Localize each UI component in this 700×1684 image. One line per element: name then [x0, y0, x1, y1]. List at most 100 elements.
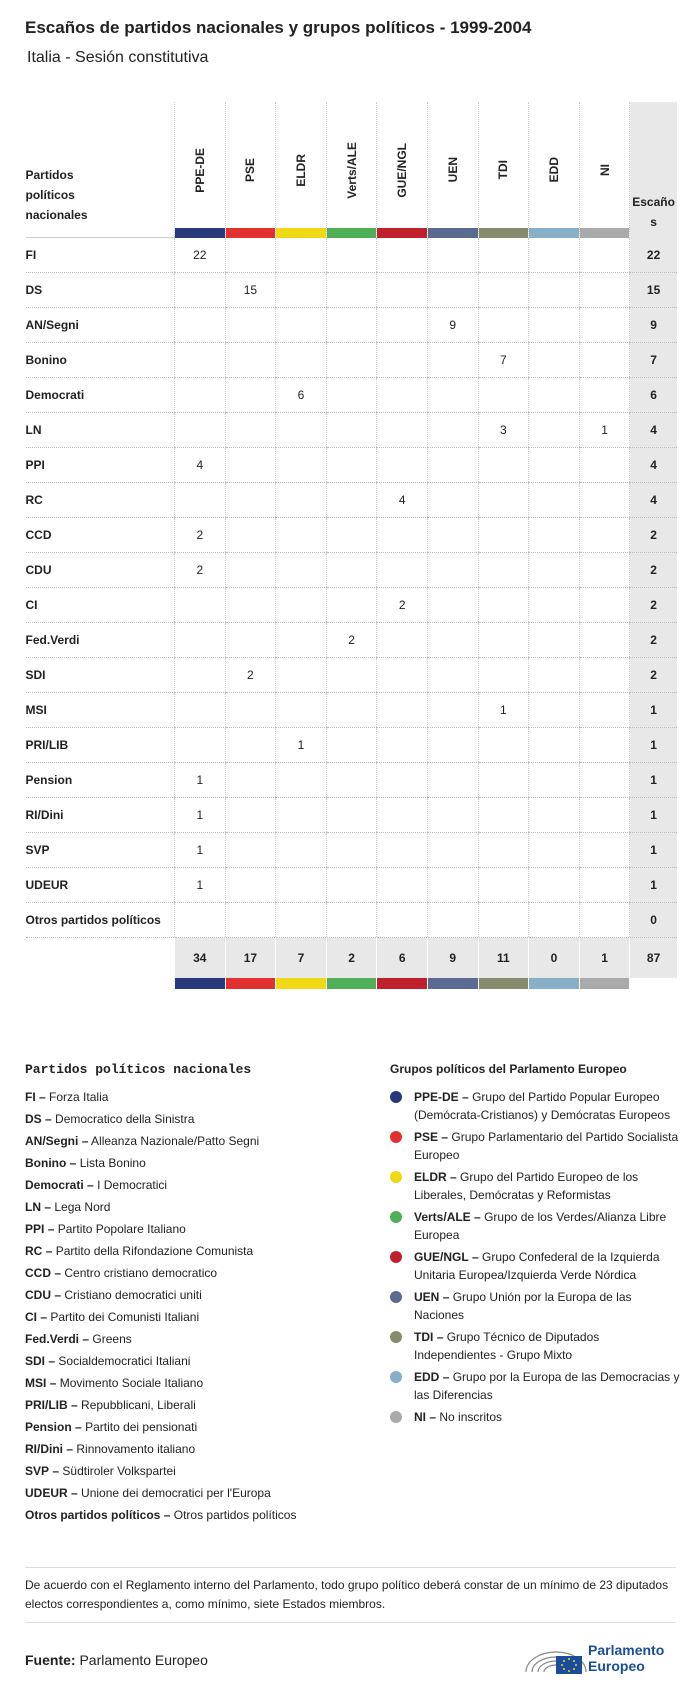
seat-cell [275, 237, 327, 273]
group-abbr: ELDR [414, 1170, 447, 1184]
group-legend: Grupos políticos del Parlamento Europeo … [390, 1062, 680, 1448]
party-name: SDI [25, 657, 175, 693]
party-row: DS 15 15 [25, 272, 677, 308]
seat-cell [528, 307, 580, 343]
seat-cell [376, 762, 428, 798]
seat-cell [578, 517, 630, 553]
seat-cell [477, 482, 529, 518]
party-abbr: DS [25, 1112, 42, 1126]
seat-cell [224, 727, 276, 763]
separator: – [39, 1090, 46, 1104]
group-legend-item: GUE/NGL – Grupo Confederal de la Izquier… [390, 1248, 680, 1284]
party-row: Bonino 7 7 [25, 342, 677, 378]
group-color-bar [477, 978, 529, 989]
separator: – [81, 1134, 89, 1148]
party-row: PRI/LIB 1 1 [25, 727, 677, 763]
separator: – [69, 1156, 77, 1170]
seat-cell [224, 692, 276, 728]
seat-cell [578, 447, 630, 483]
seat-cell [325, 867, 377, 903]
group-header: NI [578, 102, 630, 238]
group-total: 2 [325, 937, 377, 978]
seat-cell [224, 552, 276, 588]
party-row: Otros partidos políticos 0 [25, 902, 677, 938]
seat-cell: 2 [224, 657, 276, 693]
seat-cell [376, 657, 428, 693]
group-name: PPE-DE [192, 147, 207, 193]
party-row: CCD 2 2 [25, 517, 677, 553]
color-bar-row [25, 978, 677, 989]
group-name-box: PPE-DE [175, 130, 225, 210]
seat-cell: 4 [376, 482, 428, 518]
row-total: 1 [629, 832, 677, 868]
party-abbr: FI [25, 1090, 36, 1104]
seat-cell [528, 692, 580, 728]
separator: – [472, 1250, 479, 1264]
group-name-box: Verts/ALE [327, 130, 377, 210]
seat-cell [224, 237, 276, 273]
seat-cell [426, 622, 479, 658]
seat-cell: 7 [477, 342, 529, 378]
party-legend-item: Pension – Partito dei pensionati [25, 1416, 365, 1438]
row-total: 15 [629, 272, 677, 308]
seat-cell [477, 622, 529, 658]
separator: – [52, 1464, 60, 1478]
seat-cell [477, 657, 529, 693]
party-full-name: Partito dei Comunisti Italiani [50, 1310, 200, 1324]
party-name: CI [25, 587, 175, 623]
party-name: MSI [25, 692, 175, 728]
seat-cell [426, 727, 479, 763]
seat-cell [224, 482, 276, 518]
party-legend-item: CDU – Cristiano democratici uniti [25, 1284, 365, 1306]
group-name: NI [597, 164, 612, 176]
group-abbr: GUE/NGL [414, 1250, 469, 1264]
group-color-bar [325, 978, 377, 989]
seat-cell [275, 797, 327, 833]
group-header: ELDR [275, 102, 327, 238]
party-name: Pension [25, 762, 175, 798]
group-legend-item: UEN – Grupo Unión por la Europa de las N… [390, 1288, 680, 1324]
group-name: EDD [546, 157, 561, 183]
group-full-name: Grupo Confederal de la Izquierda Unitari… [414, 1250, 660, 1282]
separator: – [44, 1200, 52, 1214]
group-color-bar [376, 978, 428, 989]
seat-cell: 1 [174, 762, 226, 798]
seat-cell [477, 307, 529, 343]
group-name-box: UEN [428, 130, 478, 210]
party-abbr: SDI [25, 1354, 46, 1368]
grand-total: 87 [629, 937, 677, 978]
party-name: RC [25, 482, 175, 518]
separator: – [87, 1178, 94, 1192]
seat-cell [174, 342, 226, 378]
row-total: 2 [629, 552, 677, 588]
seat-cell [578, 727, 630, 763]
seat-cell [376, 727, 428, 763]
seat-cell [325, 832, 377, 868]
row-total: 6 [629, 377, 677, 413]
corner-label: Partidos políticos nacionales [25, 168, 88, 222]
seat-cell: 1 [275, 727, 327, 763]
seat-cell [325, 237, 377, 273]
party-name: RI/Dini [25, 797, 175, 833]
party-abbr: CCD [25, 1266, 51, 1280]
party-row: Democrati 6 6 [25, 377, 677, 413]
seat-cell [275, 867, 327, 903]
group-color-bar [528, 978, 580, 989]
separator: – [429, 1410, 437, 1424]
party-abbr: UDEUR [25, 1486, 68, 1500]
group-full-name: No inscritos [439, 1410, 503, 1424]
group-header: GUE/NGL [376, 102, 428, 238]
party-full-name: Lega Nord [54, 1200, 111, 1214]
party-name: AN/Segni [25, 307, 175, 343]
seat-cell [578, 762, 630, 798]
seat-cell: 15 [224, 272, 276, 308]
party-row: LN 3 1 4 [25, 412, 677, 448]
group-legend-item: NI – No inscritos [390, 1408, 680, 1444]
seat-cell [426, 237, 479, 273]
seat-cell [325, 902, 377, 938]
row-total: 2 [629, 657, 677, 693]
subtitle: Italia - Sesión constitutiva [27, 49, 209, 66]
party-row: Pension 1 1 [25, 762, 677, 798]
seat-cell [224, 902, 276, 938]
divider [25, 1567, 676, 1568]
